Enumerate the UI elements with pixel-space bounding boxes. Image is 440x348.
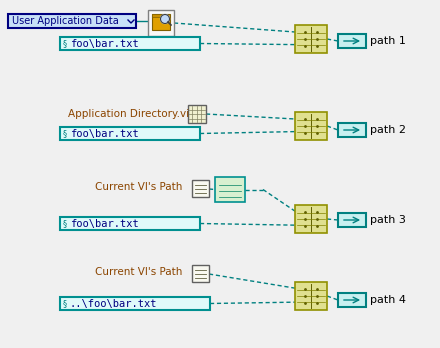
FancyBboxPatch shape (295, 282, 327, 310)
FancyBboxPatch shape (192, 180, 209, 197)
FancyBboxPatch shape (338, 34, 366, 48)
FancyBboxPatch shape (188, 105, 206, 123)
FancyBboxPatch shape (60, 37, 200, 50)
FancyBboxPatch shape (338, 293, 366, 307)
FancyBboxPatch shape (60, 217, 200, 230)
Text: Current VI's Path: Current VI's Path (95, 182, 182, 192)
Text: path 4: path 4 (370, 295, 406, 305)
FancyBboxPatch shape (338, 213, 366, 227)
FancyBboxPatch shape (295, 112, 327, 140)
Text: §: § (63, 299, 67, 308)
FancyBboxPatch shape (295, 25, 327, 53)
FancyBboxPatch shape (8, 14, 136, 28)
Circle shape (161, 15, 169, 24)
Text: path 3: path 3 (370, 215, 406, 225)
FancyBboxPatch shape (148, 10, 174, 36)
Text: path 2: path 2 (370, 125, 406, 135)
Text: foo\bar.txt: foo\bar.txt (70, 219, 139, 229)
Text: User Application Data: User Application Data (12, 16, 119, 26)
FancyBboxPatch shape (60, 127, 200, 140)
Text: foo\bar.txt: foo\bar.txt (70, 128, 139, 139)
FancyBboxPatch shape (192, 265, 209, 282)
Text: Current VI's Path: Current VI's Path (95, 267, 182, 277)
FancyBboxPatch shape (295, 205, 327, 233)
FancyBboxPatch shape (60, 297, 210, 310)
Text: foo\bar.txt: foo\bar.txt (70, 39, 139, 48)
Text: ..\foo\bar.txt: ..\foo\bar.txt (70, 299, 158, 308)
Text: §: § (63, 129, 67, 138)
FancyBboxPatch shape (338, 123, 366, 137)
FancyBboxPatch shape (152, 14, 161, 17)
Text: §: § (63, 39, 67, 48)
FancyBboxPatch shape (215, 177, 245, 202)
Text: §: § (63, 219, 67, 228)
Text: Application Directory.vi: Application Directory.vi (68, 109, 189, 119)
Text: path 1: path 1 (370, 36, 406, 46)
FancyBboxPatch shape (152, 14, 170, 30)
